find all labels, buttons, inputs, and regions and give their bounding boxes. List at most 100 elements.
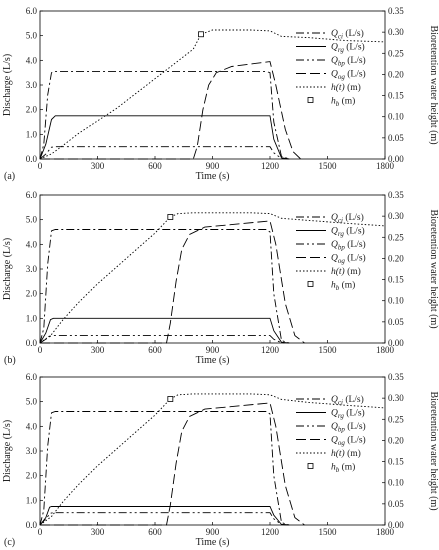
y-tick-label: 1.0 (26, 495, 38, 505)
series-line-bp (39, 146, 290, 160)
y-tick-label: 5.0 (26, 31, 38, 41)
series-line-h (39, 29, 386, 160)
series-marker-hb (198, 31, 204, 38)
y-tick-label: 2.0 (26, 471, 38, 481)
x-tick-label: 1800 (376, 527, 395, 537)
legend-label: Qrg (L/s) (331, 226, 365, 239)
y-tick-label: 6.0 (26, 190, 38, 200)
y2-tick-label: 0.25 (388, 414, 404, 424)
legend-swatch (307, 463, 314, 469)
x-tick-label: 300 (91, 161, 105, 171)
y-axis-label: Discharge (L/s) (2, 54, 13, 116)
series-line-rg (39, 506, 290, 526)
y2-tick-label: 0.35 (388, 372, 404, 382)
y2-tick-label: 0.15 (388, 457, 404, 467)
x-tick-label: 900 (206, 161, 220, 171)
y2-tick-label: 0.35 (388, 6, 404, 16)
x-tick-label: 300 (91, 345, 105, 355)
series-line-og (40, 402, 305, 526)
legend-label: Qog (L/s) (331, 69, 366, 82)
legend-label: Qog (L/s) (331, 435, 366, 448)
legend-label: hb (m) (331, 462, 355, 475)
legend-label: Qrg (L/s) (331, 408, 365, 421)
legend-label: hb (m) (331, 96, 355, 109)
series-line-ci (39, 229, 290, 344)
x-tick-label: 0 (38, 345, 43, 355)
x-tick-label: 1500 (319, 345, 338, 355)
y-tick-label: 2.0 (26, 105, 38, 115)
y-tick-label: 3.0 (26, 80, 38, 90)
y-tick-label: 1.0 (26, 313, 38, 323)
chart-panel-3: 0 300 600 900 1200 1500 1800 0.0 1.0 2.0 3.0 4.0 5.0… (2, 372, 439, 548)
series-marker-hb (167, 214, 174, 220)
y2-tick-label: 0.35 (388, 190, 404, 200)
y2-tick-label: 0.20 (388, 435, 404, 445)
legend-label: Qci (L/s) (331, 28, 364, 41)
y2-tick-label: 0.00 (388, 338, 404, 348)
x-tick-label: 1200 (261, 345, 280, 355)
x-tick-label: 300 (91, 527, 105, 537)
legend-label: h(t) (m) (331, 448, 361, 459)
x-tick-label: 0 (38, 527, 43, 537)
y-tick-label: 3.0 (26, 446, 38, 456)
y2-tick-label: 0.15 (388, 91, 404, 101)
legend-label: Qci (L/s) (331, 394, 364, 407)
series-marker-hb (167, 396, 174, 402)
x-tick-label: 1800 (376, 161, 395, 171)
y2-tick-label: 0.05 (388, 317, 404, 327)
legend-label: Qbp (L/s) (331, 55, 366, 68)
y-tick-label: 4.0 (26, 55, 38, 65)
y-tick-label: 0.0 (26, 520, 38, 530)
x-tick-label: 1800 (376, 345, 395, 355)
y2-tick-label: 0.20 (388, 253, 404, 263)
y2-tick-label: 0.00 (388, 520, 404, 530)
x-tick-label: 600 (148, 161, 162, 171)
x-tick-label: 900 (206, 345, 220, 355)
legend-label: hb (m) (331, 280, 355, 293)
legend-swatch (307, 97, 314, 103)
chart-panel-2: 0 300 600 900 1200 1500 1800 0.0 1.0 2.0 3.0 4.0 5.0… (2, 190, 439, 366)
series-line-ci (39, 411, 290, 526)
chart-panel-1: 0 300 600 900 1200 1500 1800 0.0 1.0 2.0 3.0 4.0 5.0… (2, 6, 439, 182)
series-line-rg (39, 115, 290, 160)
legend-label: h(t) (m) (331, 266, 361, 277)
y2-tick-label: 0.10 (388, 112, 404, 122)
series-line-rg (39, 317, 290, 344)
series-line-bp (39, 512, 290, 526)
y-tick-label: 2.0 (26, 289, 38, 299)
y-tick-label: 6.0 (26, 372, 38, 382)
y-tick-label: 4.0 (26, 421, 38, 431)
legend-label: Qog (L/s) (331, 253, 366, 266)
legend-label: h(t) (m) (331, 82, 361, 93)
y-tick-label: 6.0 (26, 6, 38, 16)
x-tick-label: 1500 (319, 527, 338, 537)
y2-axis-label: Bioretention water height (m) (428, 25, 439, 144)
panel-tag: (b) (4, 355, 16, 366)
x-axis-label: Time (s) (196, 355, 230, 366)
panel-tag: (a) (4, 171, 15, 182)
series-line-h (39, 212, 386, 344)
y-tick-label: 0.0 (26, 154, 38, 164)
y-tick-label: 3.0 (26, 264, 38, 274)
y2-tick-label: 0.05 (388, 133, 404, 143)
y-tick-label: 0.0 (26, 338, 38, 348)
series-line-og (40, 220, 305, 344)
y2-tick-label: 0.25 (388, 232, 404, 242)
legend-label: Qrg (L/s) (331, 42, 365, 55)
y2-tick-label: 0.30 (388, 27, 404, 37)
legend-swatch (307, 281, 314, 287)
y-tick-label: 1.0 (26, 129, 38, 139)
y2-axis-label: Bioretention water height (m) (428, 209, 439, 328)
y2-tick-label: 0.30 (388, 211, 404, 221)
panel-tag: (c) (4, 537, 15, 548)
x-tick-label: 600 (148, 527, 162, 537)
y2-tick-label: 0.10 (388, 478, 404, 488)
y2-tick-label: 0.20 (388, 69, 404, 79)
y2-tick-label: 0.05 (388, 499, 404, 509)
x-tick-label: 900 (206, 527, 220, 537)
y2-tick-label: 0.25 (388, 48, 404, 58)
series-line-h (39, 393, 386, 526)
y2-tick-label: 0.00 (388, 154, 404, 164)
y2-tick-label: 0.10 (388, 296, 404, 306)
x-tick-label: 1200 (261, 161, 280, 171)
